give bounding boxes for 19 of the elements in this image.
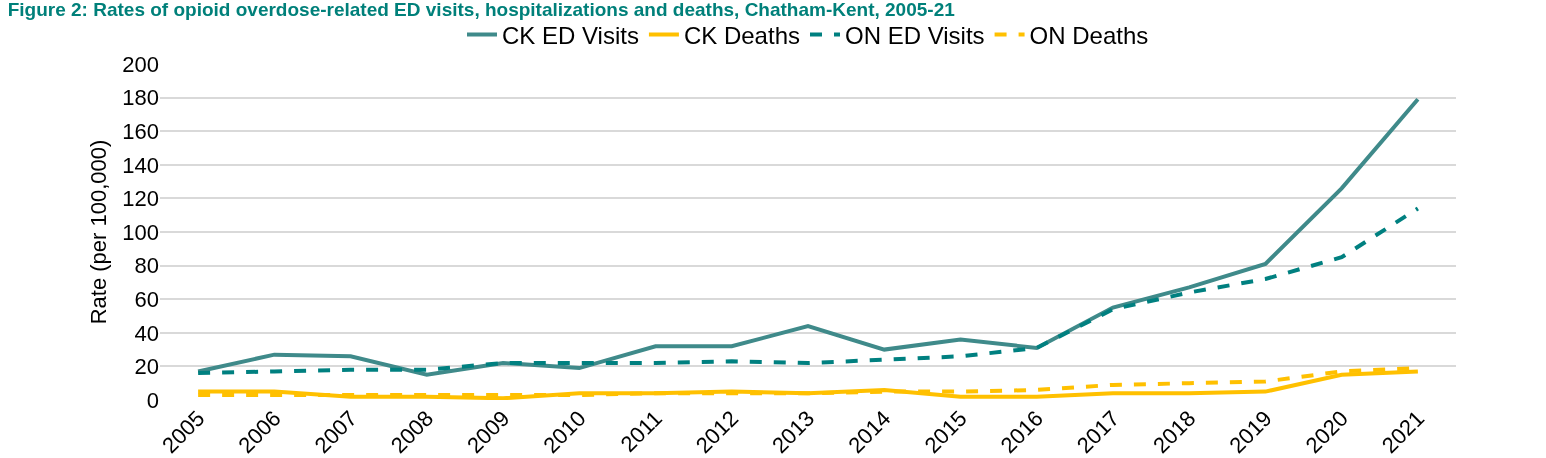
y-tick-label: 80: [134, 253, 159, 279]
legend-label: CK Deaths: [683, 21, 800, 49]
y-tick-label: 180: [122, 85, 159, 111]
y-tick-label: 100: [122, 219, 159, 245]
y-tick-label: 60: [134, 286, 159, 312]
legend-label: CK ED Visits: [502, 21, 639, 49]
y-tick-label: 160: [122, 118, 159, 144]
y-tick-label: 40: [134, 320, 159, 346]
y-tick-label: 120: [122, 186, 159, 212]
y-axis-title: Rate (per 100,000): [86, 139, 111, 325]
legend-label: ON Deaths: [1029, 21, 1149, 49]
y-tick-label: 200: [122, 51, 159, 77]
y-tick-label: 0: [146, 387, 159, 413]
y-tick-label: 140: [122, 152, 159, 178]
line-series: [196, 97, 1420, 377]
y-tick-label: 20: [134, 354, 159, 380]
chart-title: Figure 2: Rates of opioid overdose-related ED visits, hospitalizations and deaths, Chatham-Kent, 2005-21: [7, 0, 956, 20]
legend-label: ON ED Visits: [844, 21, 985, 49]
line-series: [196, 206, 1420, 376]
